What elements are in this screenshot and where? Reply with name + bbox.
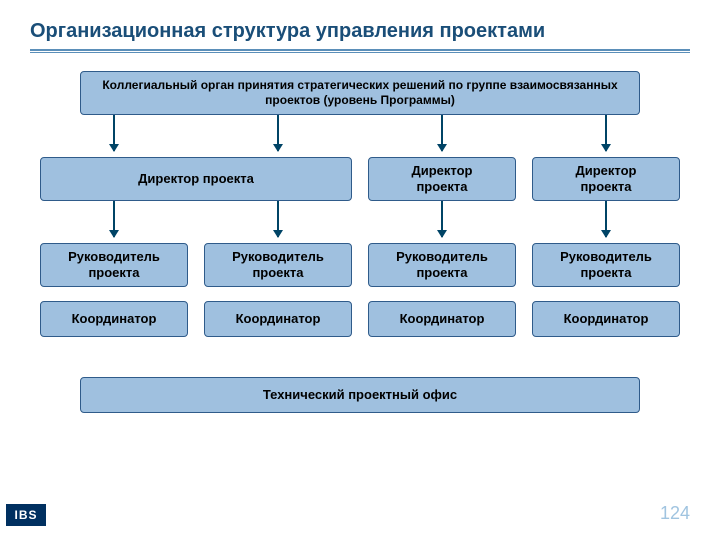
rule-1 [30, 49, 690, 51]
org-diagram: Коллегиальный орган принятия стратегичес… [40, 71, 680, 423]
rule-2 [30, 52, 690, 53]
box-coordinator-1: Координатор [204, 301, 352, 337]
arrow-dir-ruk-1 [277, 201, 279, 237]
page-number: 124 [660, 503, 690, 524]
arrow-dir-ruk-2 [441, 201, 443, 237]
arrow-top-dir-0 [113, 115, 115, 151]
box-collegial-body: Коллегиальный орган принятия стратегичес… [80, 71, 640, 115]
box-manager-1: Руководитель проекта [204, 243, 352, 287]
box-tech-office: Технический проектный офис [80, 377, 640, 413]
box-director-2: Директор проекта [532, 157, 680, 201]
box-coordinator-3: Координатор [532, 301, 680, 337]
box-manager-3: Руководитель проекта [532, 243, 680, 287]
logo: IBS [6, 504, 46, 526]
arrow-dir-ruk-3 [605, 201, 607, 237]
arrow-top-dir-3 [605, 115, 607, 151]
box-manager-0: Руководитель проекта [40, 243, 188, 287]
arrow-top-dir-2 [441, 115, 443, 151]
page-title: Организационная структура управления про… [30, 20, 690, 43]
box-director-0: Директор проекта [40, 157, 352, 201]
box-coordinator-0: Координатор [40, 301, 188, 337]
arrow-top-dir-1 [277, 115, 279, 151]
arrow-dir-ruk-0 [113, 201, 115, 237]
box-coordinator-2: Координатор [368, 301, 516, 337]
box-manager-2: Руководитель проекта [368, 243, 516, 287]
box-director-1: Директор проекта [368, 157, 516, 201]
